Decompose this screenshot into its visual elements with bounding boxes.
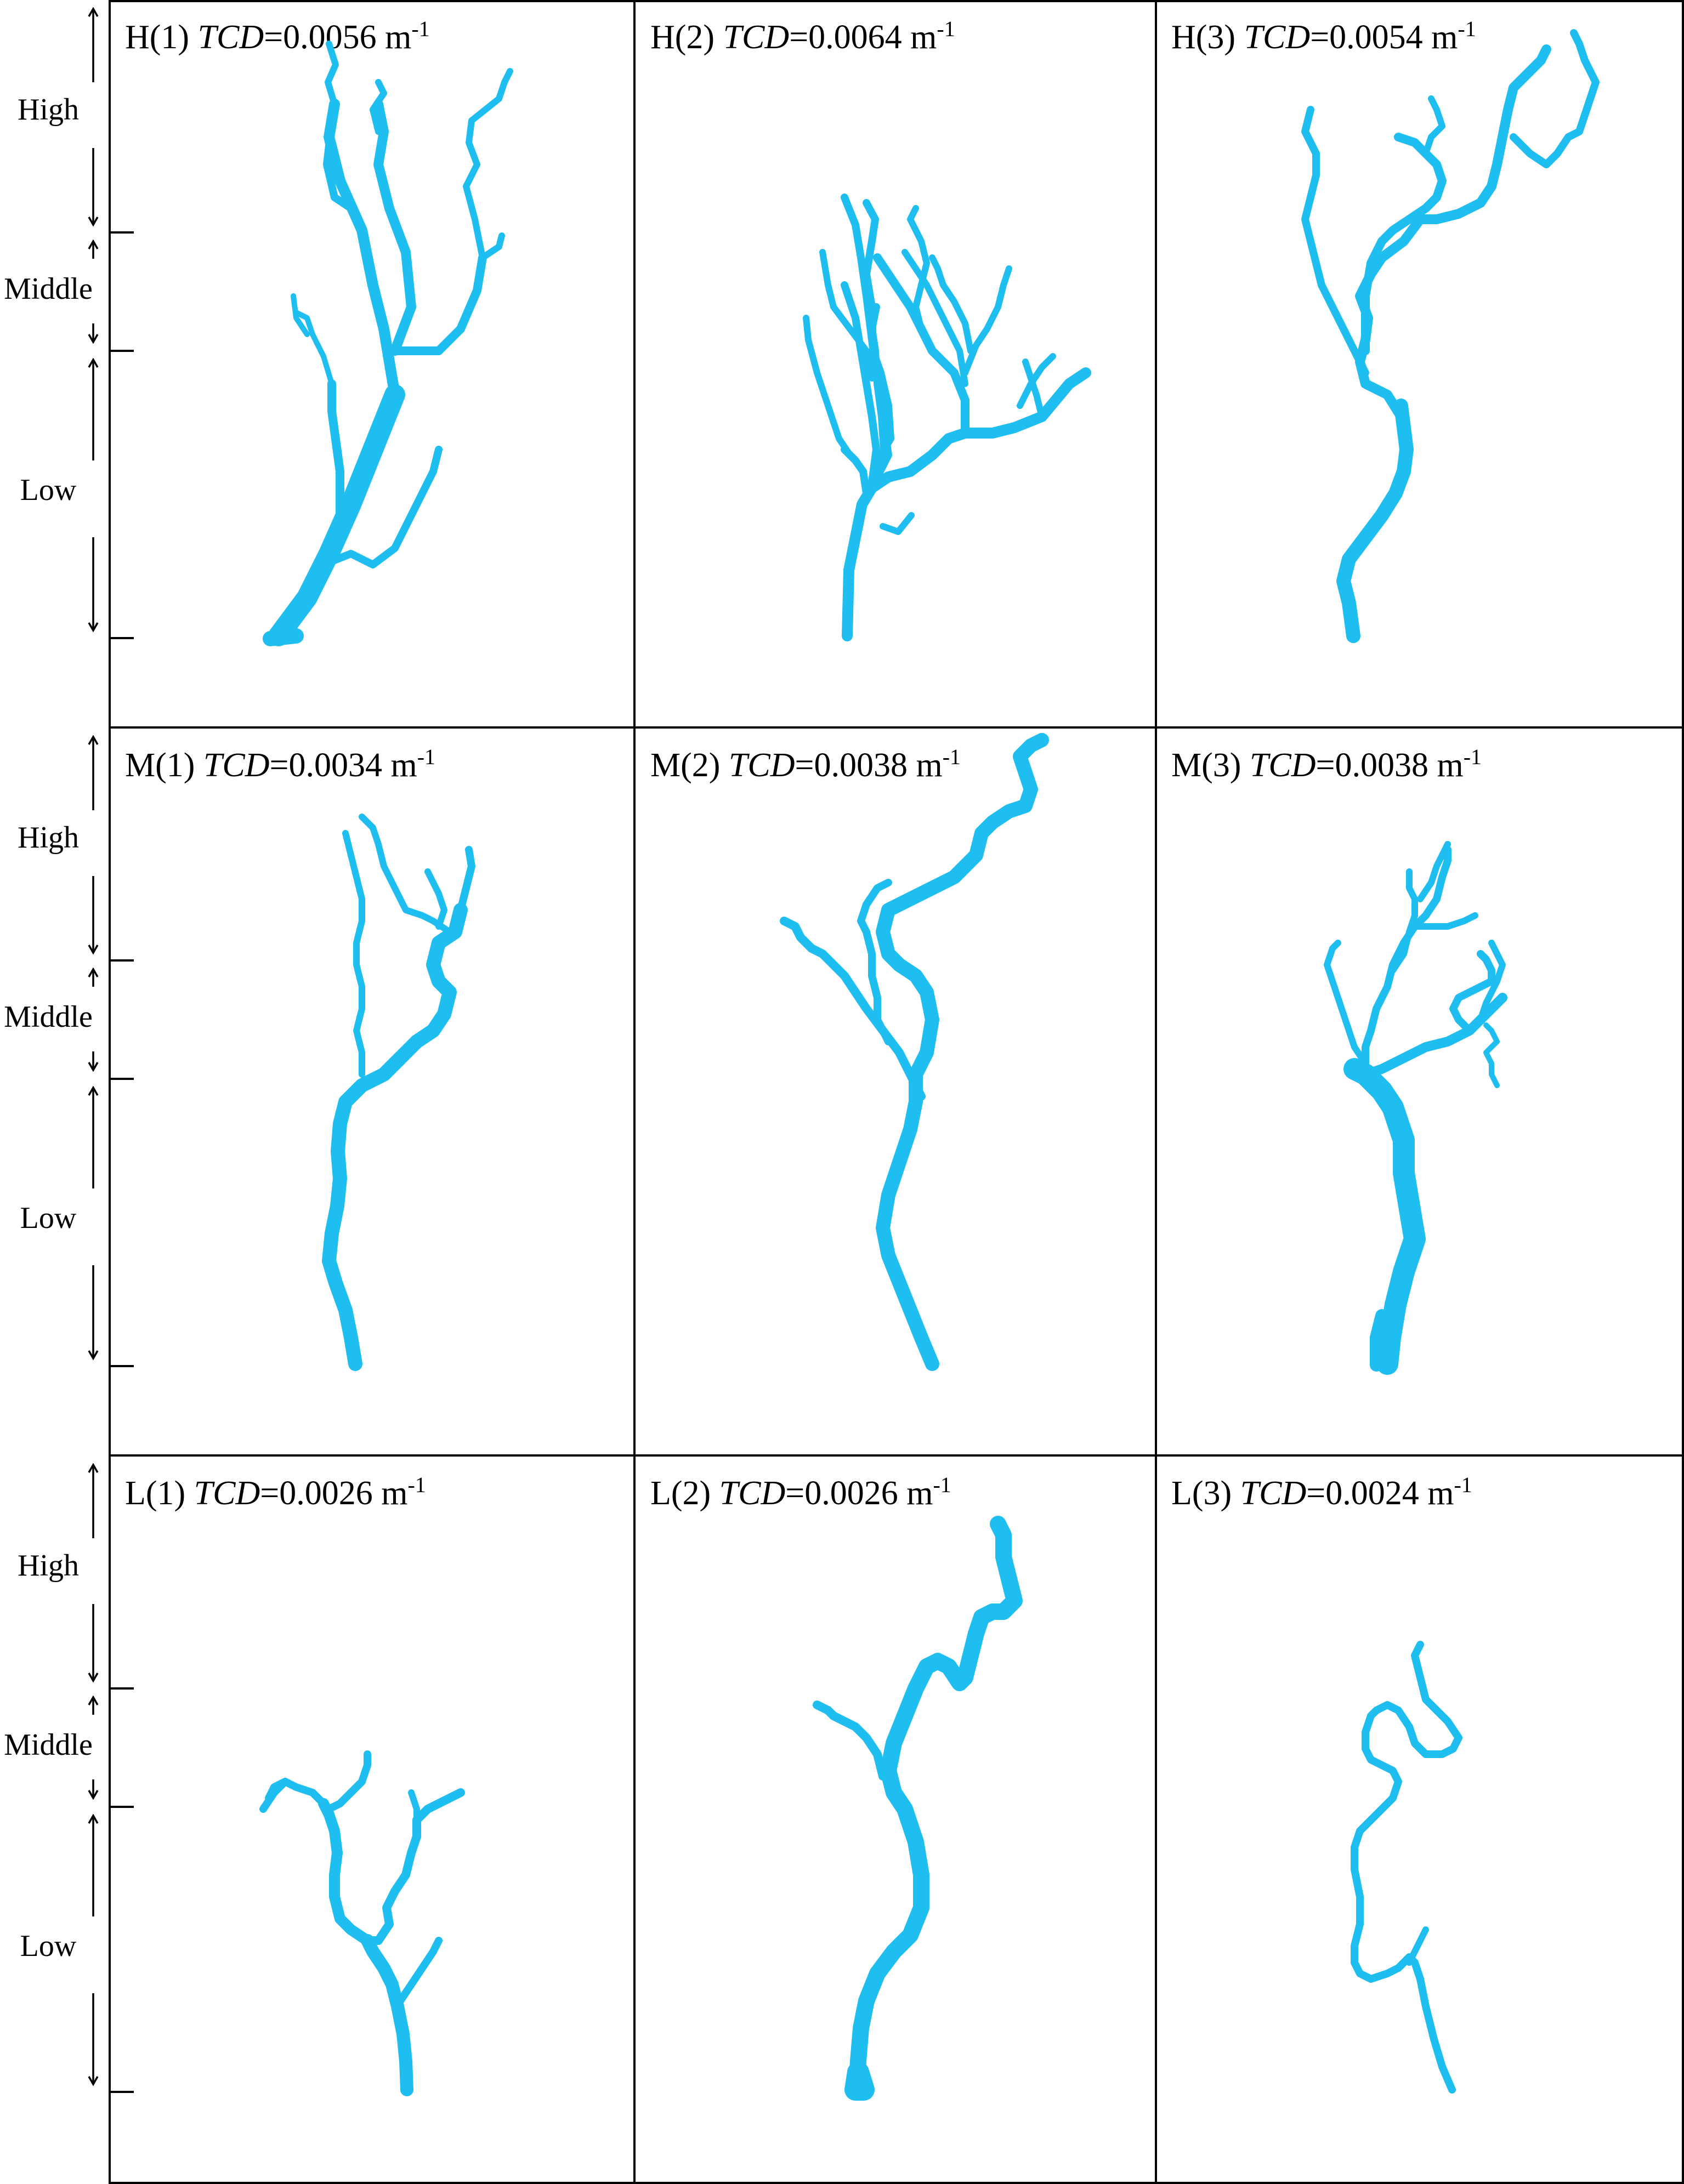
panel-label-h2: H(2) TCD=0.0064 m-1 (650, 16, 955, 56)
channel-mouth (1370, 1309, 1388, 1372)
zone-scale-row-2: High Middle Low (4, 735, 134, 1367)
channel-tributary (325, 41, 339, 107)
river-network-h2 (803, 194, 1091, 641)
channel-tributary (320, 446, 443, 568)
panel-label-m1: M(1) TCD=0.0034 m-1 (125, 744, 435, 784)
zone-label-low: Low (20, 1201, 77, 1235)
channel-tributary (293, 310, 334, 386)
channel-tributary (962, 265, 1012, 376)
channel-main (1336, 399, 1414, 643)
panel-label-l1: L(1) TCD=0.0026 m-1 (125, 1472, 426, 1512)
river-network-m3 (1324, 841, 1507, 1375)
channel-tributary (819, 249, 875, 382)
channel-tributary (457, 846, 475, 914)
panel-label-l2: L(2) TCD=0.0026 m-1 (650, 1472, 951, 1512)
channel-mouth (844, 2061, 875, 2101)
channel-tributary (1390, 868, 1418, 974)
river-network-h1 (263, 41, 513, 646)
panel-label-h1: H(1) TCD=0.0056 m-1 (125, 16, 430, 56)
channel-main (848, 1516, 1023, 2098)
channel-tributary (363, 1788, 465, 1945)
panel-label-m3: M(3) TCD=0.0038 m-1 (1171, 744, 1482, 784)
channel-tributary (841, 281, 880, 486)
channel-tributary (327, 379, 344, 531)
zone-arrows (88, 7, 99, 633)
channel-tributary (857, 879, 892, 1045)
zone-scale-row-1: High Middle Low (4, 7, 134, 639)
channel-tributary (463, 68, 513, 261)
channel-main (361, 1934, 413, 2096)
zone-label-high: High (18, 821, 79, 855)
zone-label-high: High (18, 93, 79, 127)
channel-tributary (259, 1778, 289, 1813)
channel-tributary (929, 254, 974, 354)
zone-label-middle: Middle (4, 1728, 93, 1762)
channel-main (842, 367, 1091, 641)
channel-tributary (780, 917, 926, 1101)
channel-tributary (479, 232, 505, 261)
channel-tributary (1422, 95, 1445, 157)
channel-tributary (1417, 841, 1451, 902)
zone-label-high: High (18, 1549, 79, 1583)
channel-tributary (396, 1937, 443, 2005)
channel-tributary (1411, 912, 1478, 930)
channel-main (1351, 1641, 1462, 2094)
channel-tributary (325, 1750, 371, 1813)
channel-tributary (1360, 993, 1507, 1079)
channel-tributary (1449, 950, 1495, 1034)
channel-tributary (373, 99, 416, 356)
channel-tributary (1301, 106, 1369, 377)
channel-tributary (880, 512, 915, 535)
channel-tributary (1017, 353, 1056, 409)
channel-tributary (408, 1789, 420, 1829)
panel-label-l3: L(3) TCD=0.0024 m-1 (1171, 1472, 1472, 1512)
channel-tributary (390, 253, 487, 355)
zone-arrows (88, 1463, 99, 2086)
channel-tributary (1483, 1022, 1500, 1088)
channel-tributary (863, 199, 894, 464)
zone-label-middle: Middle (4, 1000, 93, 1034)
channel-main (876, 733, 1049, 1371)
channel-tributary (901, 249, 968, 387)
panel-label-m2: M(2) TCD=0.0038 m-1 (650, 744, 961, 784)
panel-labels: H(1) TCD=0.0056 m-1 H(2) TCD=0.0064 m-1 … (125, 16, 1482, 1512)
channel-tributary (907, 205, 935, 354)
channel-main (1343, 1058, 1426, 1375)
zone-arrows (88, 735, 99, 1361)
channel-tributary (813, 1700, 887, 1781)
river-network-m1 (322, 814, 475, 1371)
channel-main (322, 903, 468, 1371)
channel-main-upper (318, 1798, 373, 1946)
zone-label-low: Low (20, 1929, 77, 1963)
channel-tributary (1324, 940, 1369, 1067)
channel-tributary (1022, 359, 1045, 420)
zone-label-low: Low (20, 473, 77, 507)
zone-scale-row-3: High Middle Low (4, 1463, 134, 2093)
channel-tributary (291, 293, 310, 337)
zone-label-middle: Middle (4, 272, 93, 306)
channel-mouth (263, 628, 304, 646)
channel-tributary (323, 122, 355, 212)
panel-label-h3: H(3) TCD=0.0054 m-1 (1171, 16, 1476, 56)
river-network-l3 (1351, 1641, 1462, 2094)
river-network-l2 (813, 1516, 1023, 2101)
river-network-l1 (259, 1750, 465, 2096)
channel-tributary (370, 79, 387, 135)
channel-tributary (342, 830, 365, 1078)
channel-tributary (803, 315, 853, 458)
channel-tributary (1510, 29, 1600, 168)
river-network-m2 (780, 733, 1049, 1371)
river-network-h3 (1301, 29, 1600, 643)
channel-tributary (359, 814, 453, 935)
channel-tributary (424, 868, 447, 930)
channel-tributary (1477, 940, 1506, 1023)
panel-grid (109, 0, 1684, 2184)
channel-tributary (1406, 1926, 1429, 1966)
